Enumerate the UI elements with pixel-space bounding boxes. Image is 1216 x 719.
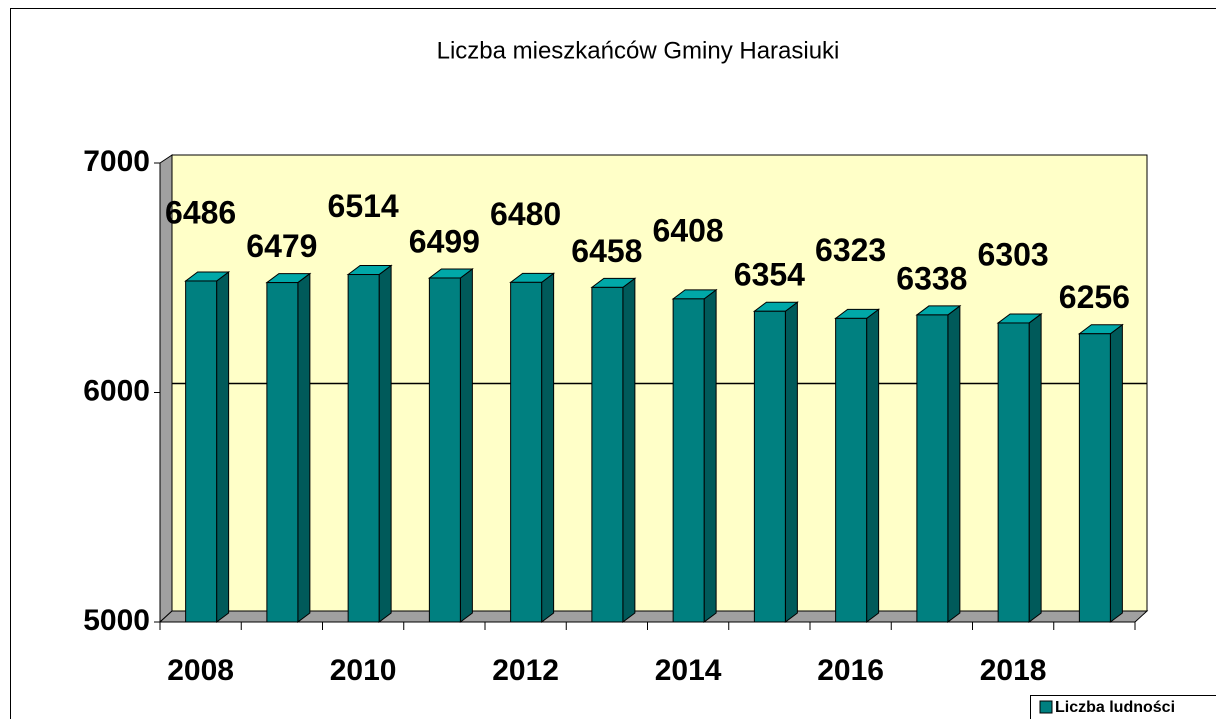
x-tick-label: 2018: [980, 654, 1047, 687]
bar-side: [947, 304, 961, 623]
chart-title: Liczba mieszkańców Gminy Harasiuki: [437, 37, 840, 64]
bar-side: [459, 267, 473, 623]
bar-side: [216, 270, 230, 623]
bar: [347, 274, 380, 623]
bar: [591, 286, 624, 623]
bar-side: [622, 277, 636, 623]
x-tick-label: 2010: [330, 654, 397, 687]
data-label: 6323: [815, 232, 886, 268]
bar: [266, 282, 299, 623]
data-label: 6354: [734, 257, 805, 293]
legend-box: [1030, 695, 1216, 719]
legend: Liczba ludności: [1030, 695, 1216, 719]
data-label: 6479: [246, 228, 317, 264]
bar: [185, 280, 218, 623]
data-label: 6303: [978, 236, 1049, 272]
bar: [428, 277, 461, 623]
x-tick-label: 2014: [655, 654, 722, 687]
bar-side: [703, 288, 717, 623]
bar-side: [784, 301, 798, 623]
data-label: 6486: [165, 194, 236, 230]
bar: [753, 310, 786, 623]
data-label: 6408: [653, 212, 724, 248]
y-tick-label: 7000: [83, 145, 150, 178]
data-label: 6458: [571, 233, 642, 269]
bar-side: [541, 272, 555, 623]
bar: [835, 317, 868, 623]
data-label: 6514: [328, 188, 399, 224]
x-tick-label: 2012: [492, 654, 559, 687]
bar-side: [378, 264, 392, 623]
bar-side: [866, 308, 880, 623]
data-label: 6256: [1059, 279, 1130, 315]
bar-side: [1028, 312, 1042, 623]
legend-label: Liczba ludności: [1055, 699, 1175, 716]
x-tick-label: 2008: [167, 654, 234, 687]
y-tick-label: 5000: [83, 604, 150, 637]
bar-side: [297, 272, 311, 623]
y-tick-label: 6000: [83, 374, 150, 407]
data-label: 6499: [409, 223, 480, 259]
bar: [916, 314, 949, 623]
bar-side: [1109, 323, 1123, 623]
x-tick-label: 2016: [817, 654, 884, 687]
bar: [997, 322, 1030, 623]
data-label: 6480: [490, 196, 561, 232]
data-label: 6338: [896, 260, 967, 296]
legend-swatch: [1039, 700, 1053, 714]
bar: [510, 281, 543, 623]
bar: [1078, 333, 1111, 623]
bar: [672, 298, 705, 623]
